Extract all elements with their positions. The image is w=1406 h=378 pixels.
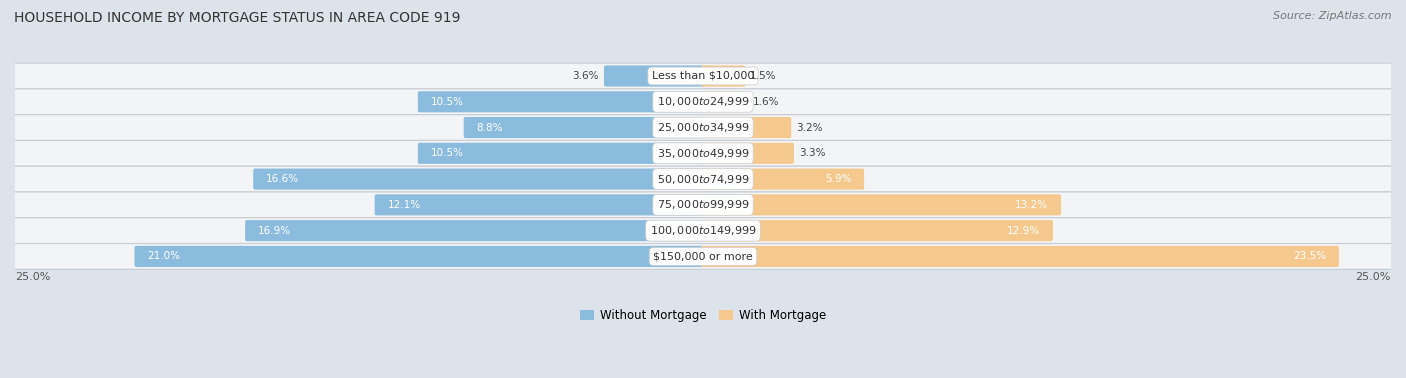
- FancyBboxPatch shape: [702, 194, 1062, 215]
- FancyBboxPatch shape: [14, 218, 1392, 243]
- Text: 3.2%: 3.2%: [796, 122, 823, 133]
- Text: 12.1%: 12.1%: [387, 200, 420, 210]
- Text: 3.6%: 3.6%: [572, 71, 599, 81]
- Text: 5.9%: 5.9%: [825, 174, 852, 184]
- Text: 10.5%: 10.5%: [430, 97, 464, 107]
- Text: 3.3%: 3.3%: [799, 148, 825, 158]
- Text: $25,000 to $34,999: $25,000 to $34,999: [657, 121, 749, 134]
- FancyBboxPatch shape: [702, 117, 792, 138]
- Text: $75,000 to $99,999: $75,000 to $99,999: [657, 198, 749, 211]
- Text: 13.2%: 13.2%: [1015, 200, 1049, 210]
- Text: 1.5%: 1.5%: [751, 71, 776, 81]
- Text: 10.5%: 10.5%: [430, 148, 464, 158]
- Text: 21.0%: 21.0%: [148, 251, 180, 262]
- FancyBboxPatch shape: [14, 63, 1392, 89]
- Text: 16.6%: 16.6%: [266, 174, 299, 184]
- Text: Less than $10,000: Less than $10,000: [652, 71, 754, 81]
- FancyBboxPatch shape: [702, 220, 1053, 241]
- Text: $50,000 to $74,999: $50,000 to $74,999: [657, 173, 749, 186]
- FancyBboxPatch shape: [418, 91, 704, 112]
- Text: 8.8%: 8.8%: [477, 122, 503, 133]
- FancyBboxPatch shape: [253, 169, 704, 190]
- FancyBboxPatch shape: [14, 192, 1392, 218]
- Text: $150,000 or more: $150,000 or more: [654, 251, 752, 262]
- FancyBboxPatch shape: [702, 65, 745, 87]
- FancyBboxPatch shape: [14, 166, 1392, 192]
- Text: 23.5%: 23.5%: [1294, 251, 1326, 262]
- FancyBboxPatch shape: [702, 169, 865, 190]
- Text: 16.9%: 16.9%: [257, 226, 291, 235]
- FancyBboxPatch shape: [702, 91, 748, 112]
- FancyBboxPatch shape: [135, 246, 704, 267]
- FancyBboxPatch shape: [702, 246, 1339, 267]
- Text: HOUSEHOLD INCOME BY MORTGAGE STATUS IN AREA CODE 919: HOUSEHOLD INCOME BY MORTGAGE STATUS IN A…: [14, 11, 461, 25]
- Text: 1.6%: 1.6%: [754, 97, 779, 107]
- Text: 12.9%: 12.9%: [1007, 226, 1040, 235]
- Text: Source: ZipAtlas.com: Source: ZipAtlas.com: [1274, 11, 1392, 21]
- Text: $35,000 to $49,999: $35,000 to $49,999: [657, 147, 749, 160]
- Text: 25.0%: 25.0%: [15, 271, 51, 282]
- FancyBboxPatch shape: [14, 141, 1392, 166]
- FancyBboxPatch shape: [702, 143, 794, 164]
- FancyBboxPatch shape: [245, 220, 704, 241]
- Text: 25.0%: 25.0%: [1355, 271, 1391, 282]
- FancyBboxPatch shape: [374, 194, 704, 215]
- FancyBboxPatch shape: [605, 65, 704, 87]
- FancyBboxPatch shape: [14, 243, 1392, 269]
- Text: $10,000 to $24,999: $10,000 to $24,999: [657, 95, 749, 108]
- FancyBboxPatch shape: [14, 89, 1392, 115]
- FancyBboxPatch shape: [14, 115, 1392, 141]
- FancyBboxPatch shape: [418, 143, 704, 164]
- Text: $100,000 to $149,999: $100,000 to $149,999: [650, 224, 756, 237]
- Legend: Without Mortgage, With Mortgage: Without Mortgage, With Mortgage: [575, 304, 831, 327]
- FancyBboxPatch shape: [464, 117, 704, 138]
